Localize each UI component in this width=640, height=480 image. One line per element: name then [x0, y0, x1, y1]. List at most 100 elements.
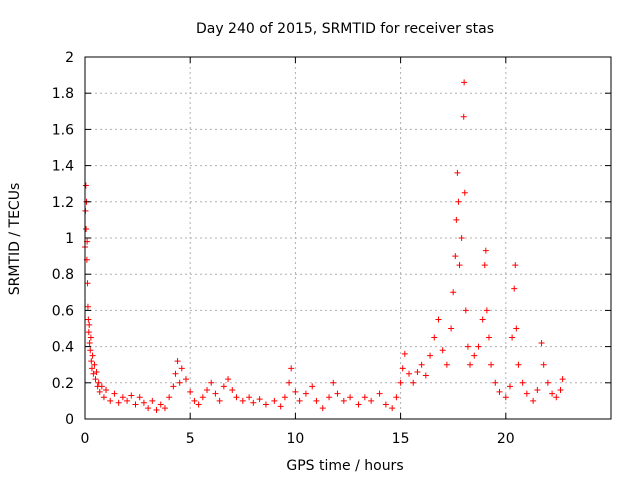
data-point [166, 394, 173, 401]
data-point [549, 390, 556, 397]
data-point [82, 182, 89, 189]
data-point [149, 397, 156, 404]
data-point [401, 350, 408, 357]
data-point [178, 365, 185, 372]
data-point [292, 388, 299, 395]
data-point [157, 401, 164, 408]
data-point [100, 394, 107, 401]
data-point [250, 399, 257, 406]
y-tick-label: 1 [65, 231, 74, 247]
data-point [212, 390, 219, 397]
data-point [334, 390, 341, 397]
data-point [176, 379, 183, 386]
data-point [458, 235, 465, 241]
data-point [461, 79, 468, 86]
data-point [502, 394, 509, 401]
data-point [288, 365, 295, 372]
data-point [540, 361, 547, 368]
x-tick-label: 0 [81, 431, 90, 447]
data-point [471, 352, 478, 359]
data-point [132, 401, 139, 408]
data-point [399, 365, 406, 372]
data-point [256, 396, 263, 403]
data-points [82, 79, 566, 413]
data-point [340, 397, 347, 404]
data-point [553, 394, 560, 401]
data-point [239, 397, 246, 404]
data-point [559, 376, 566, 383]
data-point [382, 401, 389, 408]
data-point [410, 379, 417, 386]
data-point [443, 361, 450, 368]
data-point [538, 339, 545, 346]
data-point [92, 376, 99, 383]
data-point [462, 307, 469, 314]
data-point [90, 370, 97, 377]
y-tick-label: 1.8 [52, 86, 74, 102]
data-point [95, 379, 102, 386]
data-point [482, 247, 489, 254]
data-point [103, 387, 110, 394]
data-point [519, 379, 526, 386]
data-point [91, 361, 98, 368]
data-point [208, 379, 215, 386]
x-axis-label: GPS time / hours [286, 458, 403, 474]
data-point [467, 361, 474, 368]
data-point [460, 113, 467, 120]
data-point [128, 392, 135, 399]
data-point [439, 347, 446, 354]
data-point [124, 397, 131, 404]
data-point [534, 387, 541, 394]
data-point [98, 383, 105, 390]
data-point [199, 394, 206, 401]
x-tick-label: 20 [497, 431, 515, 447]
data-point [87, 347, 94, 354]
data-point [86, 339, 93, 346]
y-tick-label: 2 [65, 50, 74, 66]
y-tick-label: 0 [65, 412, 74, 428]
data-point [246, 394, 253, 401]
data-point [195, 401, 202, 408]
data-point [368, 397, 375, 404]
data-point [452, 253, 459, 260]
data-point [85, 329, 92, 336]
data-point [523, 390, 530, 397]
data-point [455, 198, 462, 205]
data-point [119, 394, 126, 401]
data-point [347, 394, 354, 401]
x-tick-label: 5 [186, 431, 195, 447]
data-point [530, 397, 537, 404]
data-point [389, 405, 396, 412]
data-point [170, 383, 177, 390]
data-point [271, 397, 278, 404]
chart-title: Day 240 of 2015, SRMTID for receiver sta… [196, 21, 494, 37]
data-point [479, 316, 486, 323]
data-point [88, 365, 95, 372]
data-point [220, 383, 227, 390]
data-point [448, 325, 455, 332]
data-point [326, 394, 333, 401]
data-point [544, 379, 551, 386]
y-tick-label: 0.4 [52, 340, 74, 356]
y-tick-label: 1.6 [52, 122, 74, 138]
data-point [182, 376, 189, 383]
data-point [136, 394, 143, 401]
data-point [355, 401, 362, 408]
data-point [515, 361, 522, 368]
data-point [435, 316, 442, 323]
data-point [475, 343, 482, 350]
data-point [496, 388, 503, 395]
data-point [88, 358, 95, 365]
data-point [107, 397, 114, 404]
data-point [229, 387, 236, 394]
data-point [507, 383, 514, 390]
data-point [161, 405, 168, 412]
data-point [427, 352, 434, 359]
data-point [453, 216, 460, 223]
data-point [85, 316, 92, 323]
data-point [145, 405, 152, 412]
data-point [233, 394, 240, 401]
data-point [286, 379, 293, 386]
data-point [281, 394, 288, 401]
